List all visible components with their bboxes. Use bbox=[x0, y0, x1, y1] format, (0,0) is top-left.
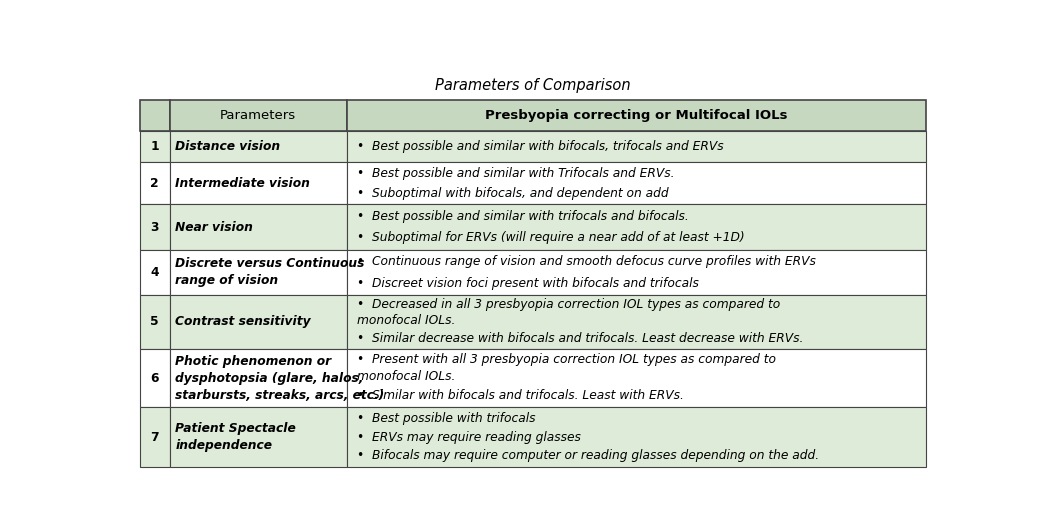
Text: •  Best possible and similar with bifocals, trifocals and ERVs: • Best possible and similar with bifocal… bbox=[357, 140, 724, 153]
Text: 2: 2 bbox=[151, 177, 159, 190]
Bar bbox=[170, 100, 346, 131]
Text: •  Similar decrease with bifocals and trifocals. Least decrease with ERVs.: • Similar decrease with bifocals and tri… bbox=[357, 332, 804, 345]
Bar bbox=[139, 407, 170, 467]
Bar bbox=[346, 100, 927, 131]
Text: •  Discreet vision foci present with bifocals and trifocals: • Discreet vision foci present with bifo… bbox=[357, 277, 699, 289]
Text: •  Suboptimal for ERVs (will require a near add of at least +1D): • Suboptimal for ERVs (will require a ne… bbox=[357, 231, 745, 244]
Text: •  Best possible with trifocals: • Best possible with trifocals bbox=[357, 412, 536, 425]
Text: •  Bifocals may require computer or reading glasses depending on the add.: • Bifocals may require computer or readi… bbox=[357, 450, 820, 462]
Bar bbox=[346, 204, 927, 250]
Bar bbox=[139, 131, 170, 162]
Text: Patient Spectacle
independence: Patient Spectacle independence bbox=[175, 422, 296, 452]
Bar bbox=[139, 295, 170, 349]
Text: Distance vision: Distance vision bbox=[175, 140, 281, 153]
Text: •  Best possible and similar with trifocals and bifocals.: • Best possible and similar with trifoca… bbox=[357, 209, 688, 223]
Text: •  Present with all 3 presbyopia correction IOL types as compared to
monofocal I: • Present with all 3 presbyopia correcti… bbox=[357, 353, 776, 382]
Bar bbox=[170, 295, 346, 349]
Text: Near vision: Near vision bbox=[175, 221, 253, 233]
Bar bbox=[346, 162, 927, 204]
Bar bbox=[170, 131, 346, 162]
Text: Contrast sensitivity: Contrast sensitivity bbox=[175, 315, 311, 329]
Text: •  Best possible and similar with Trifocals and ERVs.: • Best possible and similar with Trifoca… bbox=[357, 167, 675, 180]
Bar bbox=[346, 349, 927, 407]
Text: Parameters of Comparison: Parameters of Comparison bbox=[435, 78, 631, 93]
Text: Presbyopia correcting or Multifocal IOLs: Presbyopia correcting or Multifocal IOLs bbox=[486, 109, 787, 122]
Bar bbox=[346, 250, 927, 295]
Text: 4: 4 bbox=[151, 266, 159, 279]
Bar bbox=[139, 100, 170, 131]
Text: 1: 1 bbox=[151, 140, 159, 153]
Text: •  Similar with bifocals and trifocals. Least with ERVs.: • Similar with bifocals and trifocals. L… bbox=[357, 389, 684, 403]
Bar bbox=[170, 204, 346, 250]
Bar bbox=[170, 162, 346, 204]
Bar bbox=[346, 295, 927, 349]
Text: Photic phenomenon or
dysphotopsia (glare, halos,
starbursts, streaks, arcs, etc.: Photic phenomenon or dysphotopsia (glare… bbox=[175, 355, 385, 402]
Text: Intermediate vision: Intermediate vision bbox=[175, 177, 310, 190]
Bar bbox=[139, 162, 170, 204]
Text: 5: 5 bbox=[151, 315, 159, 329]
Text: •  Decreased in all 3 presbyopia correction IOL types as compared to
monofocal I: • Decreased in all 3 presbyopia correcti… bbox=[357, 298, 780, 327]
Bar bbox=[170, 349, 346, 407]
Bar bbox=[170, 407, 346, 467]
Text: 3: 3 bbox=[151, 221, 159, 233]
Text: 6: 6 bbox=[151, 372, 159, 385]
Bar bbox=[139, 349, 170, 407]
Bar bbox=[139, 250, 170, 295]
Text: 7: 7 bbox=[151, 431, 159, 443]
Text: Discrete versus Continuous
range of vision: Discrete versus Continuous range of visi… bbox=[175, 257, 365, 287]
Text: •  Continuous range of vision and smooth defocus curve profiles with ERVs: • Continuous range of vision and smooth … bbox=[357, 255, 816, 268]
Text: •  Suboptimal with bifocals, and dependent on add: • Suboptimal with bifocals, and dependen… bbox=[357, 187, 669, 200]
Text: •  ERVs may require reading glasses: • ERVs may require reading glasses bbox=[357, 431, 581, 443]
Bar bbox=[139, 204, 170, 250]
Text: Parameters: Parameters bbox=[220, 109, 296, 122]
Bar bbox=[170, 250, 346, 295]
Bar bbox=[346, 131, 927, 162]
Bar bbox=[346, 407, 927, 467]
